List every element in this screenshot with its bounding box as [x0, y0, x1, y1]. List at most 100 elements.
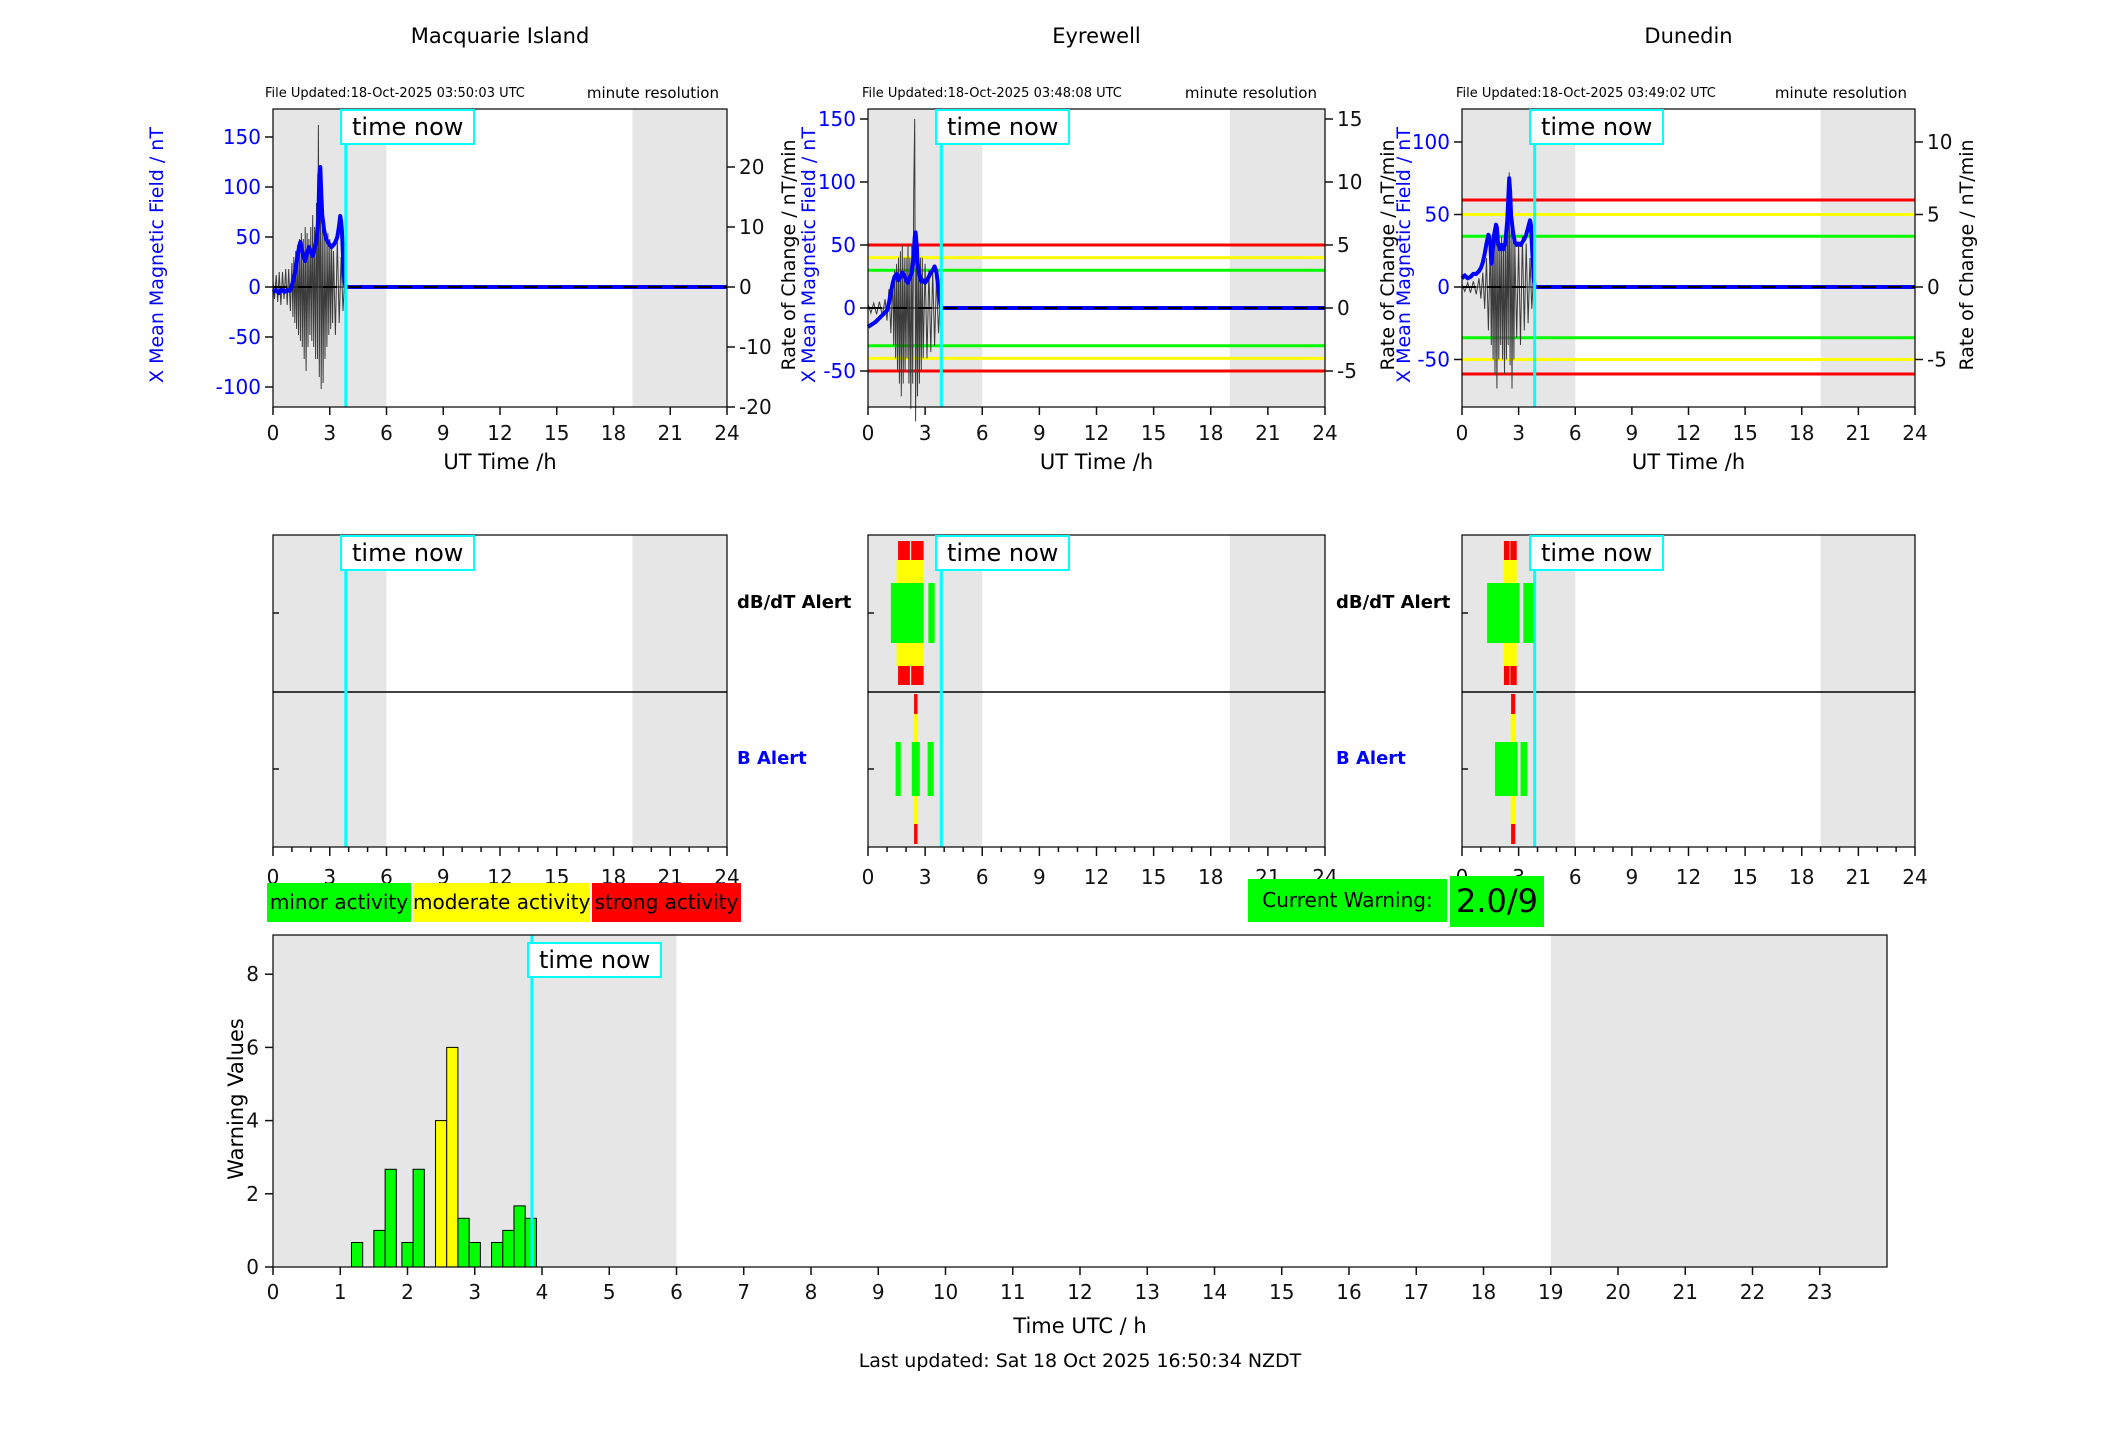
svg-text:18: 18 [1198, 865, 1223, 889]
svg-text:10: 10 [739, 215, 764, 239]
svg-text:0: 0 [862, 865, 875, 889]
svg-text:9: 9 [1033, 421, 1046, 445]
alert-block-green [927, 742, 934, 796]
alert-block-red [911, 666, 924, 685]
alert-block-yellow [1510, 796, 1516, 824]
y-axis-label-xmean-eyrewell: X Mean Magnetic Field / nT [798, 127, 820, 383]
svg-text:15: 15 [1141, 865, 1166, 889]
warning-bar [491, 1241, 504, 1268]
svg-text:8: 8 [805, 1280, 818, 1304]
svg-text:9: 9 [1626, 865, 1639, 889]
alert-block-yellow [896, 643, 924, 666]
svg-text:18: 18 [1198, 421, 1223, 445]
svg-text:14: 14 [1202, 1280, 1227, 1304]
svg-text:-100: -100 [216, 375, 261, 399]
time-now-box-dunedin-alert: time now [1529, 535, 1665, 571]
alert-block-red [911, 541, 924, 560]
svg-text:21: 21 [1673, 1280, 1698, 1304]
svg-text:5: 5 [1337, 233, 1350, 257]
svg-text:7: 7 [737, 1280, 750, 1304]
alert-block-red [914, 694, 918, 714]
alert-block-red [898, 666, 910, 685]
svg-text:0: 0 [1456, 421, 1469, 445]
svg-text:50: 50 [236, 225, 261, 249]
svg-text:10: 10 [933, 1280, 958, 1304]
file-updated-macquarie: File Updated:18-Oct-2025 03:50:03 UTC [265, 86, 525, 101]
time-now-box-macquarie-alert: time now [340, 535, 476, 571]
svg-text:0: 0 [862, 421, 875, 445]
time-utc-axis-label: Time UTC / h [1013, 1314, 1147, 1338]
alert-block-yellow [1503, 643, 1517, 666]
legend-minor-activity: minor activity [267, 883, 411, 922]
svg-text:4: 4 [246, 1109, 259, 1133]
svg-text:50: 50 [1425, 203, 1450, 227]
svg-text:6: 6 [1569, 421, 1582, 445]
station-title-dunedin: Dunedin [1644, 24, 1733, 48]
svg-text:24: 24 [1902, 865, 1927, 889]
rate-of-change-line [272, 124, 727, 390]
svg-text:10: 10 [1337, 170, 1362, 194]
svg-text:12: 12 [1676, 865, 1701, 889]
svg-text:18: 18 [601, 421, 626, 445]
svg-text:0: 0 [843, 296, 856, 320]
svg-text:-50: -50 [228, 325, 261, 349]
alert-block-yellow [913, 796, 918, 824]
svg-text:15: 15 [1732, 865, 1757, 889]
rate-of-change-line [1461, 172, 1915, 389]
warning-bar [513, 1205, 526, 1268]
svg-text:-5: -5 [1927, 348, 1947, 372]
offpeak-band [1550, 935, 1887, 1267]
svg-text:6: 6 [1569, 865, 1582, 889]
svg-text:12: 12 [1084, 865, 1109, 889]
y-axis-label-xmean-dunedin: X Mean Magnetic Field / nT [1393, 127, 1415, 383]
svg-text:8: 8 [246, 962, 259, 986]
warning-bar [401, 1241, 414, 1268]
svg-text:15: 15 [1269, 1280, 1294, 1304]
svg-text:21: 21 [1846, 421, 1871, 445]
svg-text:9: 9 [1033, 865, 1046, 889]
svg-text:6: 6 [976, 421, 989, 445]
y-axis-label-rate-dunedin: Rate of Change / nT/min [1956, 139, 1978, 371]
svg-text:9: 9 [437, 421, 450, 445]
alert-panel-eyrewell: 0 3 6 9 12 15 18 21 24 [862, 534, 1338, 889]
time-now-box-eyrewell-plot: time now [935, 109, 1071, 145]
svg-text:15: 15 [1732, 421, 1757, 445]
alert-block-red [1511, 694, 1516, 714]
rate-of-change-line [867, 118, 1325, 422]
svg-text:18: 18 [1789, 865, 1814, 889]
offpeak-band [632, 109, 727, 407]
x-axis-label-dunedin: UT Time /h [1631, 450, 1746, 474]
offpeak-band [868, 535, 983, 847]
svg-text:15: 15 [1141, 421, 1166, 445]
warning-bar [457, 1217, 470, 1268]
svg-text:1: 1 [334, 1280, 347, 1304]
svg-text:-20: -20 [739, 395, 772, 419]
alert-block-red [1511, 824, 1516, 844]
offpeak-band [1820, 109, 1915, 407]
alert-block-red [1510, 541, 1517, 560]
svg-text:24: 24 [714, 421, 739, 445]
svg-text:18: 18 [1789, 421, 1814, 445]
svg-text:0: 0 [1337, 296, 1350, 320]
svg-text:3: 3 [468, 1280, 481, 1304]
svg-text:-50: -50 [823, 359, 856, 383]
svg-text:13: 13 [1135, 1280, 1160, 1304]
b-alert-label-2: B Alert [1336, 748, 1406, 769]
time-now-box-eyrewell-alert: time now [935, 535, 1071, 571]
station-plot-macquarie-island: 0 3 6 9 12 15 18 21 24150100500-50-10020100-10-2… [216, 108, 772, 445]
svg-text:-50: -50 [1417, 348, 1450, 372]
svg-text:20: 20 [1605, 1280, 1630, 1304]
file-updated-eyrewell: File Updated:18-Oct-2025 03:48:08 UTC [862, 86, 1122, 101]
svg-text:23: 23 [1807, 1280, 1832, 1304]
svg-text:6: 6 [246, 1035, 259, 1059]
alert-block-green [890, 583, 924, 643]
svg-text:-5: -5 [1337, 359, 1357, 383]
y-axis-label-xmean-macquarie: X Mean Magnetic Field / nT [146, 127, 168, 383]
file-updated-dunedin: File Updated:18-Oct-2025 03:49:02 UTC [1456, 86, 1716, 101]
svg-text:0: 0 [1927, 275, 1940, 299]
svg-text:150: 150 [818, 107, 856, 131]
alert-block-green [1520, 742, 1528, 796]
station-title-macquarie: Macquarie Island [410, 24, 590, 48]
